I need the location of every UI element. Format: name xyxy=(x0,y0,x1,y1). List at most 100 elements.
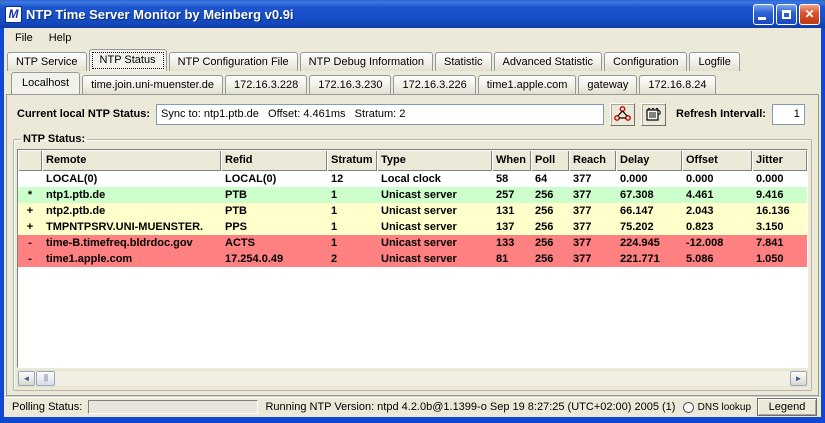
polling-status-label: Polling Status: xyxy=(12,401,83,413)
cell-refid: ACTS xyxy=(225,237,255,249)
tab-ntp-debug-information[interactable]: NTP Debug Information xyxy=(299,52,434,71)
cell-remote: TMPNTPSRV.UNI-MUENSTER. xyxy=(46,221,204,233)
table-row[interactable]: * ntp1.ptb.de PTB 1 Unicast server 257 2… xyxy=(18,187,807,203)
cell-refid: PPS xyxy=(225,221,248,233)
tab-logfile[interactable]: Logfile xyxy=(689,52,740,71)
cell-offset: 0.823 xyxy=(686,221,714,233)
notes-button[interactable] xyxy=(641,102,667,126)
table-row[interactable]: + ntp2.ptb.de PTB 1 Unicast server 131 2… xyxy=(18,203,807,219)
table-row[interactable]: + TMPNTPSRV.UNI-MUENSTER. PPS 1 Unicast … xyxy=(18,219,807,235)
current-status-field[interactable]: Sync to: ntp1.ptb.de Offset: 4.461ms Str… xyxy=(156,103,605,125)
cell-type: Unicast server xyxy=(381,237,457,249)
table-row[interactable]: - time-B.timefreq.bldrdoc.gov ACTS 1 Uni… xyxy=(18,235,807,251)
menu-help[interactable]: Help xyxy=(48,32,72,44)
tab-host-gateway[interactable]: gateway xyxy=(578,75,638,94)
col-offset[interactable]: Offset xyxy=(682,150,752,171)
dns-lookup-indicator-icon[interactable] xyxy=(682,401,694,413)
cell-remote: time-B.timefreq.bldrdoc.gov xyxy=(46,237,193,249)
cell-poll: 256 xyxy=(535,253,554,265)
cell-when: 257 xyxy=(496,189,515,201)
close-icon: ✕ xyxy=(804,7,815,21)
cell-stratum: 2 xyxy=(331,253,338,265)
cell-offset: 0.000 xyxy=(686,173,714,185)
cell-type: Unicast server xyxy=(381,205,457,217)
tab-advanced-statistic[interactable]: Advanced Statistic xyxy=(493,52,603,71)
scroll-left-button[interactable]: ◄ xyxy=(18,371,35,386)
cell-reach: 377 xyxy=(573,253,592,265)
cell-type: Unicast server xyxy=(381,221,457,233)
col-jitter[interactable]: Jitter xyxy=(752,150,807,171)
col-delay[interactable]: Delay xyxy=(616,150,682,171)
tab-host-172-16-8-24[interactable]: 172.16.8.24 xyxy=(639,75,716,94)
cell-reach: 377 xyxy=(573,189,592,201)
col-when[interactable]: When xyxy=(492,150,531,171)
horizontal-scrollbar[interactable]: ◄ ► xyxy=(17,370,808,387)
network-status-button[interactable] xyxy=(610,102,636,126)
col-stratum[interactable]: Stratum xyxy=(327,150,377,171)
cell-reach: 377 xyxy=(573,221,592,233)
network-nodes-icon xyxy=(614,106,631,121)
minimize-button[interactable] xyxy=(753,3,774,25)
maximize-button[interactable] xyxy=(776,3,797,25)
tab-host-time1-apple-com[interactable]: time1.apple.com xyxy=(477,75,577,94)
table-row[interactable]: LOCAL(0) LOCAL(0) 12 Local clock 58 64 3… xyxy=(18,171,807,187)
col-reach[interactable]: Reach xyxy=(569,150,616,171)
col-poll[interactable]: Poll xyxy=(531,150,569,171)
cell-type: Unicast server xyxy=(381,253,457,265)
tab-host-localhost[interactable]: Localhost xyxy=(11,72,81,94)
cell-jitter: 1.050 xyxy=(756,253,784,265)
table-row[interactable]: - time1.apple.com 17.254.0.49 2 Unicast … xyxy=(18,251,807,267)
peer-state-marker: - xyxy=(28,237,32,249)
tab-statistic[interactable]: Statistic xyxy=(435,52,492,71)
cell-when: 81 xyxy=(496,253,509,265)
cell-when: 133 xyxy=(496,237,515,249)
cell-jitter: 3.150 xyxy=(756,221,784,233)
tab-host-172-16-3-228[interactable]: 172.16.3.228 xyxy=(225,75,308,94)
window-controls: ✕ xyxy=(753,3,820,25)
legend-button[interactable]: Legend xyxy=(757,398,817,416)
refresh-interval-input[interactable]: 1 xyxy=(771,103,805,125)
close-button[interactable]: ✕ xyxy=(799,3,820,25)
tab-host-172-16-3-226[interactable]: 172.16.3.226 xyxy=(393,75,476,94)
peer-state-marker: + xyxy=(26,221,34,233)
cell-delay: 224.945 xyxy=(620,237,660,249)
tab-host-172-16-3-230[interactable]: 172.16.3.230 xyxy=(309,75,392,94)
cell-stratum: 12 xyxy=(331,173,344,185)
scroll-right-button[interactable]: ► xyxy=(790,371,807,386)
col-type[interactable]: Type xyxy=(377,150,492,171)
cell-type: Unicast server xyxy=(381,189,457,201)
cell-offset: -12.008 xyxy=(686,237,724,249)
col-status[interactable] xyxy=(18,150,42,171)
tab-host-time-join-uni-muenster[interactable]: time.join.uni-muenster.de xyxy=(82,75,223,94)
cell-refid: 17.254.0.49 xyxy=(225,253,284,265)
col-remote[interactable]: Remote xyxy=(42,150,221,171)
col-refid[interactable]: Refid xyxy=(221,150,327,171)
ntp-status-group: NTP Status: Remote Refid Stratum Type Wh… xyxy=(13,133,812,391)
peers-table: Remote Refid Stratum Type When Poll Reac… xyxy=(17,149,808,368)
tab-ntp-service[interactable]: NTP Service xyxy=(7,52,87,71)
cell-jitter: 0.000 xyxy=(756,173,784,185)
dns-lookup-label: DNS lookup xyxy=(697,401,751,413)
scrollbar-track[interactable] xyxy=(55,371,790,386)
tab-ntp-status[interactable]: NTP Status xyxy=(88,49,167,71)
cell-type: Local clock xyxy=(381,173,441,185)
dns-lookup-control[interactable]: DNS lookup xyxy=(682,401,751,413)
titlebar[interactable]: M NTP Time Server Monitor by Meinberg v0… xyxy=(0,0,825,28)
cell-offset: 5.086 xyxy=(686,253,714,265)
peers-table-body: LOCAL(0) LOCAL(0) 12 Local clock 58 64 3… xyxy=(18,171,807,267)
cell-remote: LOCAL(0) xyxy=(46,173,98,185)
cell-poll: 256 xyxy=(535,205,554,217)
cell-delay: 75.202 xyxy=(620,221,654,233)
host-tab-strip: Localhost time.join.uni-muenster.de 172.… xyxy=(4,71,821,94)
cell-jitter: 7.841 xyxy=(756,237,784,249)
tab-configuration[interactable]: Configuration xyxy=(604,52,688,71)
scrollbar-thumb[interactable] xyxy=(36,371,55,386)
cell-delay: 0.000 xyxy=(620,173,648,185)
cell-offset: 4.461 xyxy=(686,189,714,201)
menu-file[interactable]: File xyxy=(15,32,33,44)
cell-remote: time1.apple.com xyxy=(46,253,133,265)
ntp-status-page: Current local NTP Status: Sync to: ntp1.… xyxy=(6,94,819,396)
cell-poll: 256 xyxy=(535,221,554,233)
tab-ntp-configuration-file[interactable]: NTP Configuration File xyxy=(168,52,298,71)
